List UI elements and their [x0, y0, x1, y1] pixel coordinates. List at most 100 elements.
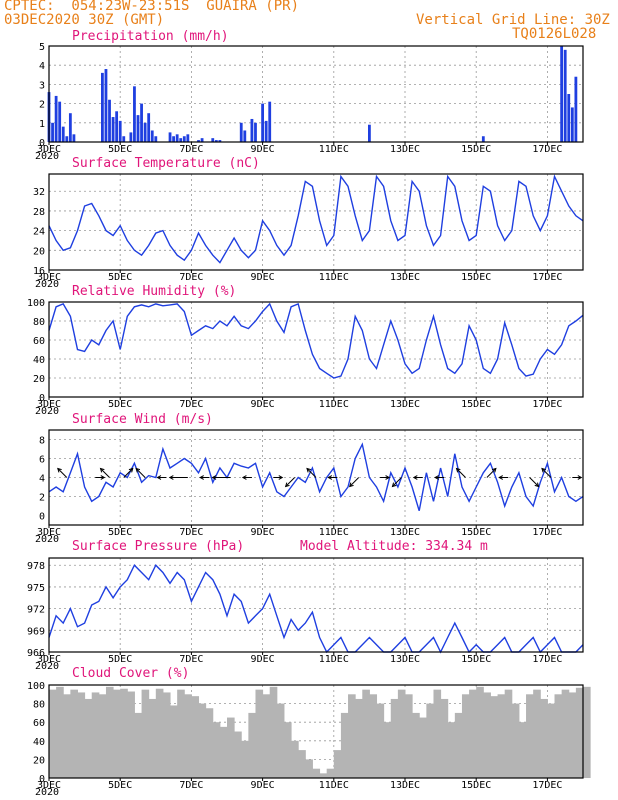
cloud-xtick-label: 17DEC [532, 780, 562, 791]
cloud-bar [234, 731, 242, 778]
cloud-title: Cloud Cover (%) [72, 666, 190, 681]
cloud-bar [433, 689, 442, 778]
cloud-bar [49, 689, 57, 778]
temp-title: Surface Temperature (nC) [72, 156, 260, 171]
wind-ytick-label: 6 [39, 455, 45, 466]
wind-arrow-head [577, 475, 583, 480]
wind-arrow-head [385, 475, 391, 480]
model-altitude: Model Altitude: 334.34 m [300, 539, 488, 554]
pressure-xtick-label: 3DEC [37, 654, 61, 665]
wind-arrow-head [100, 475, 106, 480]
cloud-bar [412, 712, 420, 778]
cloud-bar [340, 712, 349, 778]
precip-bar [481, 136, 485, 142]
pressure-xtick-label: 13DEC [390, 654, 420, 665]
rh-ytick-label: 40 [33, 355, 45, 366]
rh-xtick-label: 17DEC [532, 399, 562, 410]
cloud-bar [184, 694, 192, 778]
rh-series-line [48, 302, 584, 379]
precip-xtick-label: 13DEC [390, 144, 420, 155]
pressure-ytick-label: 972 [27, 605, 45, 616]
rh-ytick-label: 100 [27, 298, 45, 309]
wind-xtick-label: 7DEC [179, 527, 203, 538]
cloud-bar [305, 759, 313, 778]
precip-bar [570, 107, 574, 142]
precip-xtick-label: 5DEC [108, 144, 132, 155]
wind-arrow [349, 477, 360, 487]
cloud-bar [241, 740, 249, 778]
cloud-bar [540, 698, 548, 778]
cloud-bar [70, 689, 78, 778]
cloud-bar [312, 768, 321, 778]
precip-bar [368, 124, 371, 142]
precip-bar [254, 122, 257, 142]
precip-bar [179, 138, 183, 142]
cloud-bar [476, 686, 484, 778]
precip-bar [211, 138, 215, 142]
cloud-bar [326, 768, 335, 778]
wind-arrow [285, 477, 295, 487]
wind-arrow-head [306, 467, 311, 473]
cloud-bar [212, 722, 221, 778]
cloud-bar [483, 692, 491, 778]
cloud-ytick-label: 40 [33, 737, 45, 748]
precip-year-label: 2020 [35, 151, 59, 162]
precip-bar [172, 136, 175, 142]
cloud-bar [469, 689, 477, 778]
precip-title: Precipitation (mm/h) [72, 29, 229, 44]
rh-xtick-label: 9DEC [251, 399, 275, 410]
precip-xtick-label: 3DEC [37, 144, 61, 155]
cloud-bar [547, 703, 556, 778]
precip-bar [104, 69, 108, 142]
cloud-bar [170, 705, 178, 778]
wind-arrow [456, 468, 466, 478]
precip-ytick-label: 3 [39, 80, 45, 91]
wind-arrow-head [199, 475, 204, 480]
wind-arrow-head [135, 467, 141, 473]
cloud-xtick-label: 3DEC [37, 780, 61, 791]
wind-ytick-label: 4 [39, 474, 45, 485]
pressure-year-label: 2020 [35, 661, 59, 672]
cloud-bar [283, 722, 292, 778]
cloud-bar [583, 686, 591, 778]
cloud-bar [291, 740, 299, 778]
precip-bar [140, 103, 143, 142]
cloud-bar [333, 750, 342, 778]
precip-bar [175, 134, 179, 142]
wind-arrow-head [455, 467, 461, 473]
rh-xtick-label: 3DEC [37, 399, 61, 410]
cloud-ytick-label: 20 [33, 755, 45, 766]
cloud-ytick-label: 0 [39, 774, 45, 785]
cloud-bar [383, 722, 392, 778]
cloud-xtick-label: 9DEC [251, 780, 275, 791]
rh-ytick-label: 20 [33, 374, 45, 385]
cloud-bar [105, 686, 114, 778]
precip-bar [58, 101, 62, 142]
temp-ytick-label: 16 [33, 266, 45, 277]
header-station: CPTEC: 054:23W-23:51S GUAIRA (PR) [4, 0, 300, 14]
wind-year-label: 2020 [35, 534, 59, 545]
temp-xtick-label: 5DEC [108, 272, 132, 283]
cloud-bar [397, 689, 406, 778]
temp-xtick-label: 3DEC [37, 272, 61, 283]
precip-bar [147, 113, 151, 142]
cloud-bar [63, 694, 71, 778]
wind-arrow-head [57, 467, 62, 473]
precip-bar [150, 130, 154, 142]
temp-year-label: 2020 [35, 279, 59, 290]
rh-ytick-label: 80 [33, 317, 45, 328]
cloud-bar [419, 717, 427, 778]
wind-arrow [306, 468, 317, 478]
temp-xtick-label: 11DEC [319, 272, 349, 283]
precip-xtick-label: 15DEC [461, 144, 491, 155]
pressure-ytick-label: 966 [27, 648, 45, 659]
wind-frame [48, 429, 584, 526]
cloud-bar [148, 698, 157, 778]
precip-ytick-label: 0 [39, 138, 45, 149]
cloud-bar [141, 689, 150, 778]
wind-arrow-head [168, 475, 174, 480]
cloud-bar [98, 694, 107, 778]
cloud-bar [533, 689, 541, 778]
precip-bar [51, 122, 54, 142]
